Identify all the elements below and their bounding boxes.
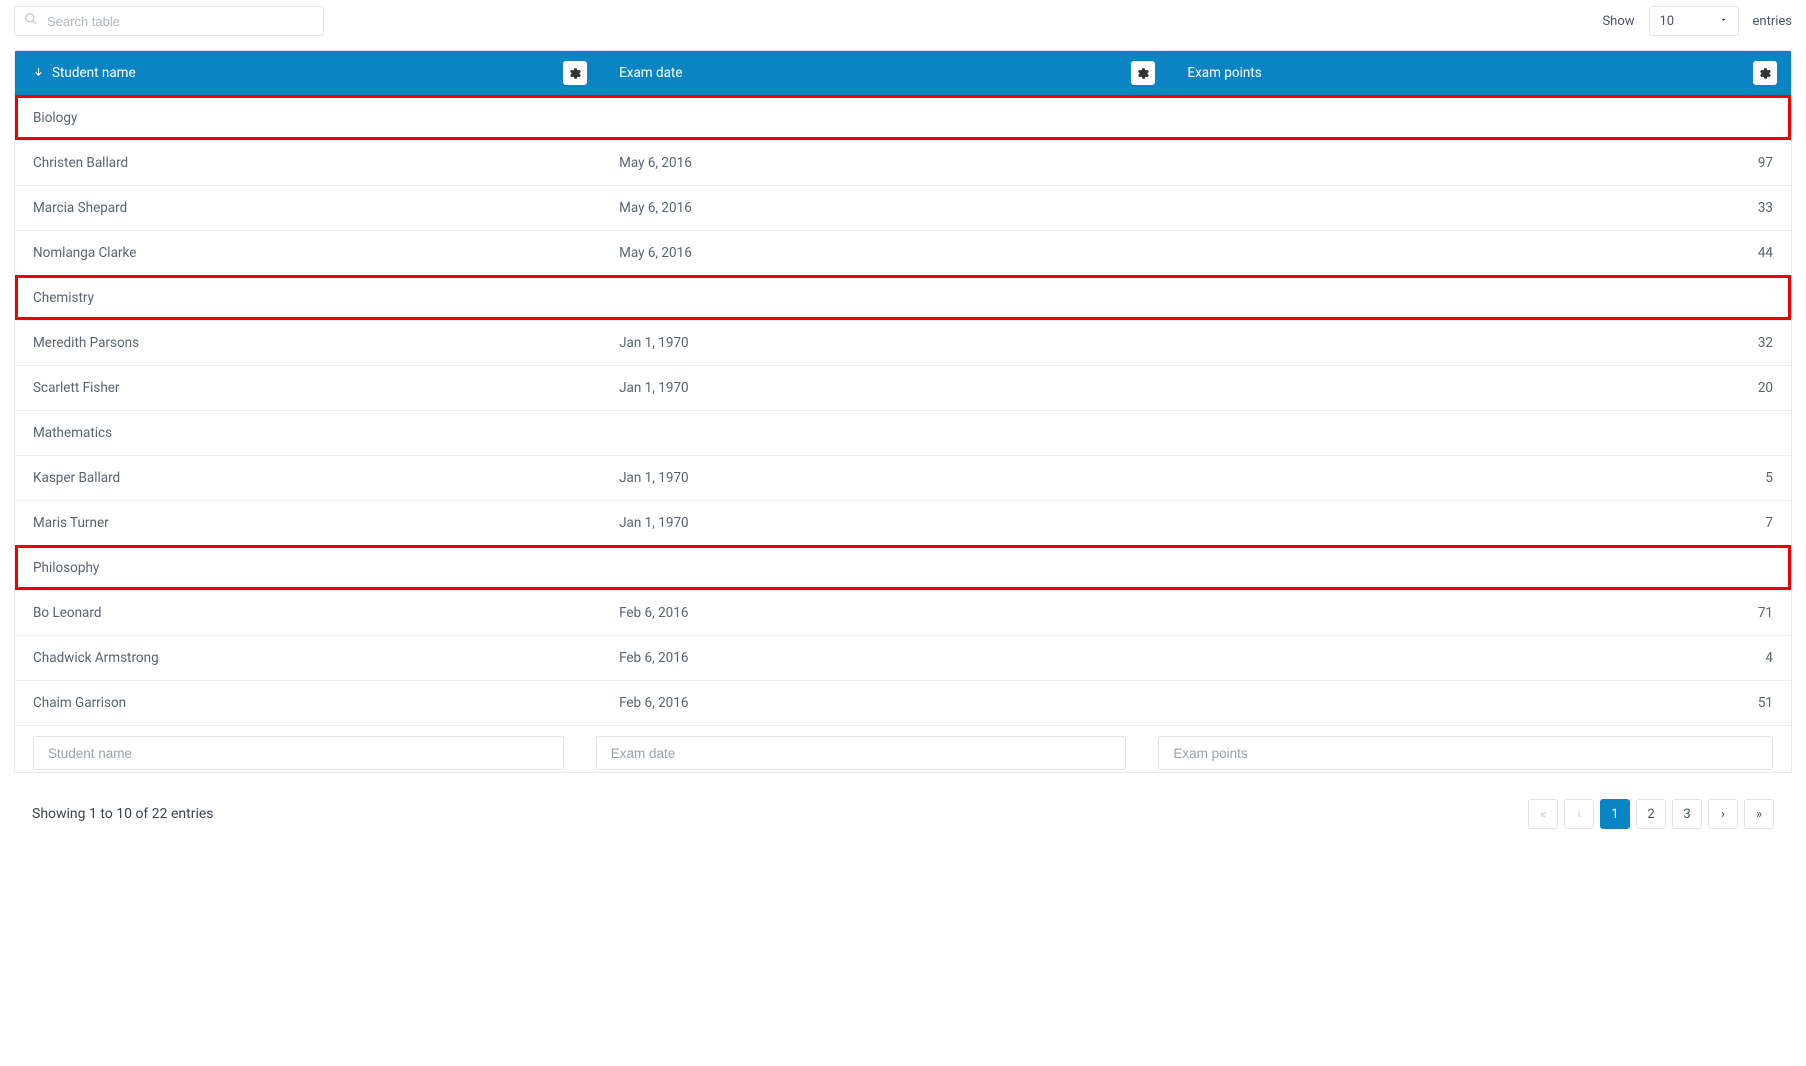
table-row[interactable]: Bo LeonardFeb 6, 201671: [15, 590, 1791, 635]
cell-name: Scarlett Fisher: [15, 366, 601, 410]
search-box: [14, 6, 324, 36]
column-settings-name[interactable]: [563, 61, 587, 85]
group-label: Chemistry: [15, 276, 1791, 320]
show-label: Show: [1602, 14, 1634, 29]
cell-name: Bo Leonard: [15, 591, 601, 635]
chevron-down-icon: [1719, 14, 1728, 29]
cell-points: 33: [1169, 186, 1791, 230]
cell-points: 5: [1169, 456, 1791, 500]
filter-row: [15, 725, 1791, 772]
column-header-date[interactable]: Exam date: [601, 51, 1169, 95]
cell-date: Jan 1, 1970: [601, 456, 1169, 500]
cell-date: May 6, 2016: [601, 141, 1169, 185]
cell-name: Kasper Ballard: [15, 456, 601, 500]
cell-points: 44: [1169, 231, 1791, 275]
cell-name: Chadwick Armstrong: [15, 636, 601, 680]
cell-points: 97: [1169, 141, 1791, 185]
column-header-date-label: Exam date: [619, 65, 682, 81]
entries-control: Show 10 entries: [1602, 6, 1792, 36]
column-settings-points[interactable]: [1753, 61, 1777, 85]
table-row[interactable]: Christen BallardMay 6, 201697: [15, 140, 1791, 185]
cell-points: 71: [1169, 591, 1791, 635]
cell-date: May 6, 2016: [601, 186, 1169, 230]
cell-date: Jan 1, 1970: [601, 321, 1169, 365]
cell-date: Jan 1, 1970: [601, 501, 1169, 545]
pager-last[interactable]: »: [1744, 799, 1774, 829]
sort-asc-icon: [33, 66, 44, 81]
cell-points: 51: [1169, 681, 1791, 725]
cell-points: 20: [1169, 366, 1791, 410]
entries-select[interactable]: 10: [1649, 6, 1739, 36]
cell-points: 4: [1169, 636, 1791, 680]
cell-name: Marcia Shepard: [15, 186, 601, 230]
pagination-summary: Showing 1 to 10 of 22 entries: [32, 806, 214, 822]
cell-date: Feb 6, 2016: [601, 636, 1169, 680]
cell-date: May 6, 2016: [601, 231, 1169, 275]
pager-page[interactable]: 3: [1672, 799, 1702, 829]
pager-page[interactable]: 1: [1600, 799, 1630, 829]
group-label: Biology: [15, 96, 1791, 140]
cell-points: 7: [1169, 501, 1791, 545]
entries-label: entries: [1753, 14, 1793, 29]
cell-name: Christen Ballard: [15, 141, 601, 185]
cell-name: Meredith Parsons: [15, 321, 601, 365]
cell-date: Jan 1, 1970: [601, 366, 1169, 410]
table-body: BiologyChristen BallardMay 6, 201697Marc…: [15, 95, 1791, 725]
column-header-points[interactable]: Exam points: [1169, 51, 1791, 95]
cell-date: Feb 6, 2016: [601, 681, 1169, 725]
cell-name: Nomlanga Clarke: [15, 231, 601, 275]
cell-name: Maris Turner: [15, 501, 601, 545]
table-row[interactable]: Maris TurnerJan 1, 19707: [15, 500, 1791, 545]
pager: «‹123›»: [1528, 799, 1774, 829]
search-input[interactable]: [14, 6, 324, 36]
cell-date: Feb 6, 2016: [601, 591, 1169, 635]
table-row[interactable]: Marcia ShepardMay 6, 201633: [15, 185, 1791, 230]
data-table: Student name Exam date Exam points Biolo…: [14, 50, 1792, 773]
entries-selected-value: 10: [1660, 14, 1675, 29]
group-row[interactable]: Biology: [15, 95, 1791, 140]
group-row[interactable]: Mathematics: [15, 410, 1791, 455]
pager-page[interactable]: 2: [1636, 799, 1666, 829]
column-header-name-label: Student name: [52, 65, 136, 81]
pager-next[interactable]: ›: [1708, 799, 1738, 829]
table-row[interactable]: Chaim GarrisonFeb 6, 201651: [15, 680, 1791, 725]
column-settings-date[interactable]: [1131, 61, 1155, 85]
table-row[interactable]: Scarlett FisherJan 1, 197020: [15, 365, 1791, 410]
table-row[interactable]: Kasper BallardJan 1, 19705: [15, 455, 1791, 500]
cell-name: Chaim Garrison: [15, 681, 601, 725]
group-label: Philosophy: [15, 546, 1791, 590]
pager-prev: ‹: [1564, 799, 1594, 829]
cell-points: 32: [1169, 321, 1791, 365]
table-header: Student name Exam date Exam points: [15, 51, 1791, 95]
column-header-points-label: Exam points: [1187, 65, 1261, 81]
group-row[interactable]: Chemistry: [15, 275, 1791, 320]
bottom-bar: Showing 1 to 10 of 22 entries «‹123›»: [14, 799, 1792, 829]
group-row[interactable]: Philosophy: [15, 545, 1791, 590]
group-label: Mathematics: [15, 411, 1791, 455]
column-header-name[interactable]: Student name: [15, 51, 601, 95]
table-row[interactable]: Chadwick ArmstrongFeb 6, 20164: [15, 635, 1791, 680]
pager-first: «: [1528, 799, 1558, 829]
table-row[interactable]: Meredith ParsonsJan 1, 197032: [15, 320, 1791, 365]
filter-input-name[interactable]: [33, 736, 564, 770]
filter-input-date[interactable]: [596, 736, 1127, 770]
top-bar: Show 10 entries: [14, 6, 1792, 36]
table-row[interactable]: Nomlanga ClarkeMay 6, 201644: [15, 230, 1791, 275]
filter-input-points[interactable]: [1158, 736, 1773, 770]
